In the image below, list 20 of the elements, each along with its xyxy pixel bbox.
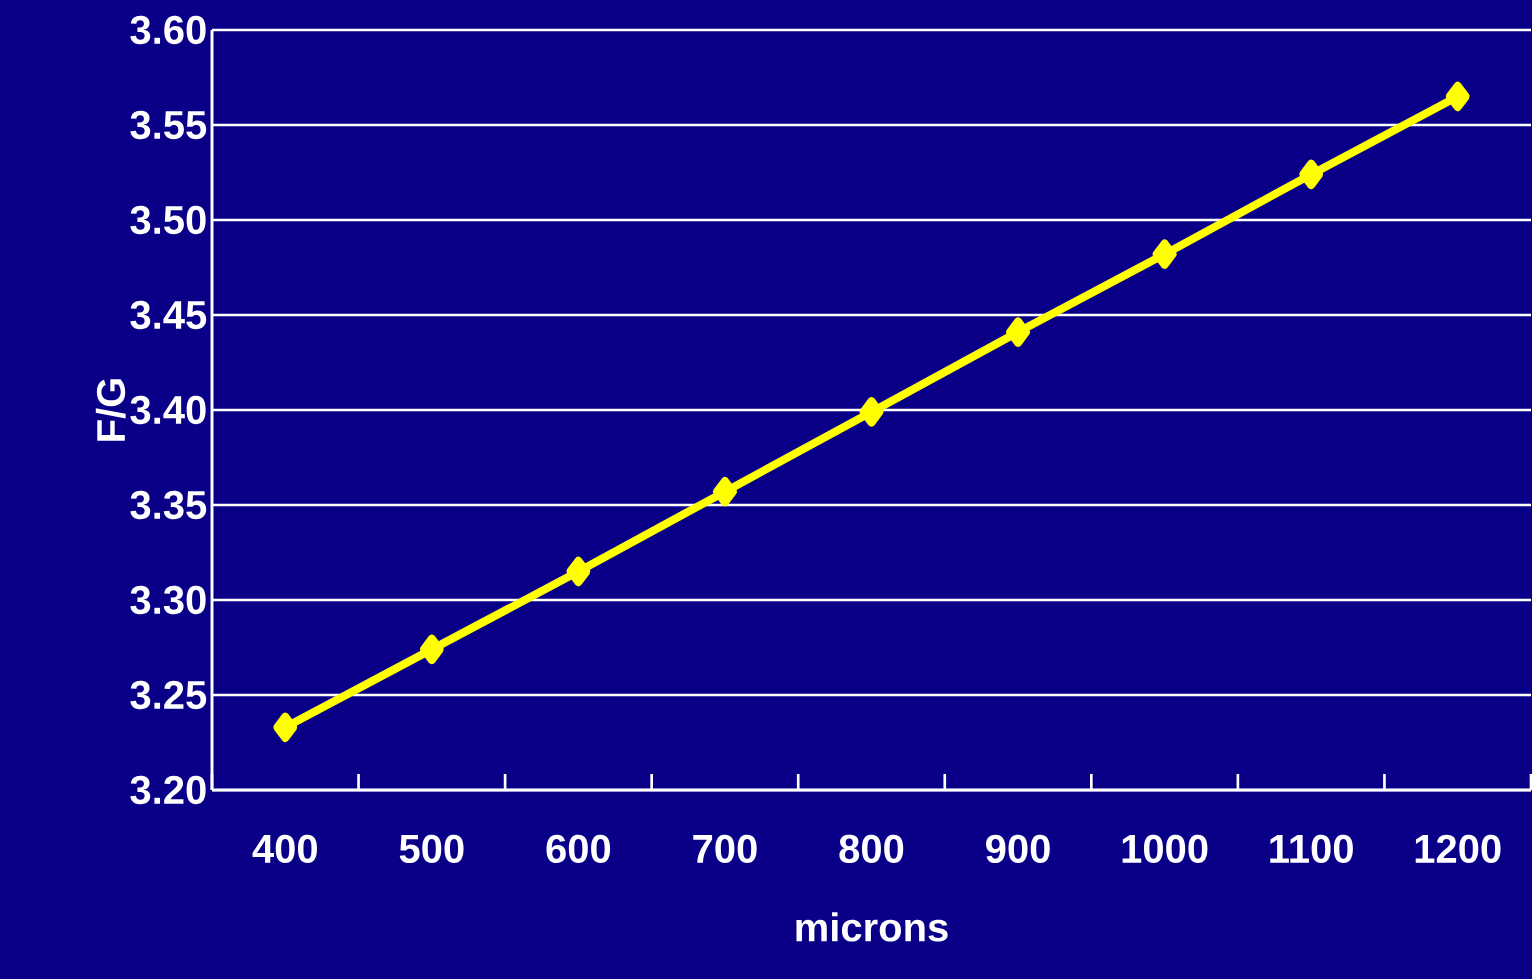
y-tick-label: 3.25: [130, 680, 207, 710]
y-tick-label: 3.35: [130, 490, 207, 520]
x-axis-title: microns: [796, 912, 948, 942]
x-tick-label: 600: [546, 834, 611, 864]
y-tick-label: 3.30: [130, 585, 206, 615]
x-tick-label: 900: [986, 834, 1050, 864]
x-tick-label: 1100: [1270, 834, 1353, 864]
x-tick-label: 500: [399, 834, 464, 864]
x-tick-label: 1200: [1415, 834, 1501, 864]
y-tick-label: 3.45: [130, 300, 207, 330]
y-tick-label: 3.60: [130, 15, 206, 45]
y-tick-label: 3.55: [130, 110, 207, 140]
x-tick-label: 800: [839, 834, 904, 864]
y-tick-label: 3.20: [130, 775, 206, 805]
x-tick-label: 700: [693, 834, 757, 864]
y-tick-label: 3.40: [130, 395, 206, 425]
x-tick-label: 400: [252, 834, 317, 864]
y-tick-label: 3.50: [130, 205, 206, 235]
x-tick-label: 1000: [1122, 834, 1208, 864]
y-axis-title: F/G: [95, 379, 126, 441]
